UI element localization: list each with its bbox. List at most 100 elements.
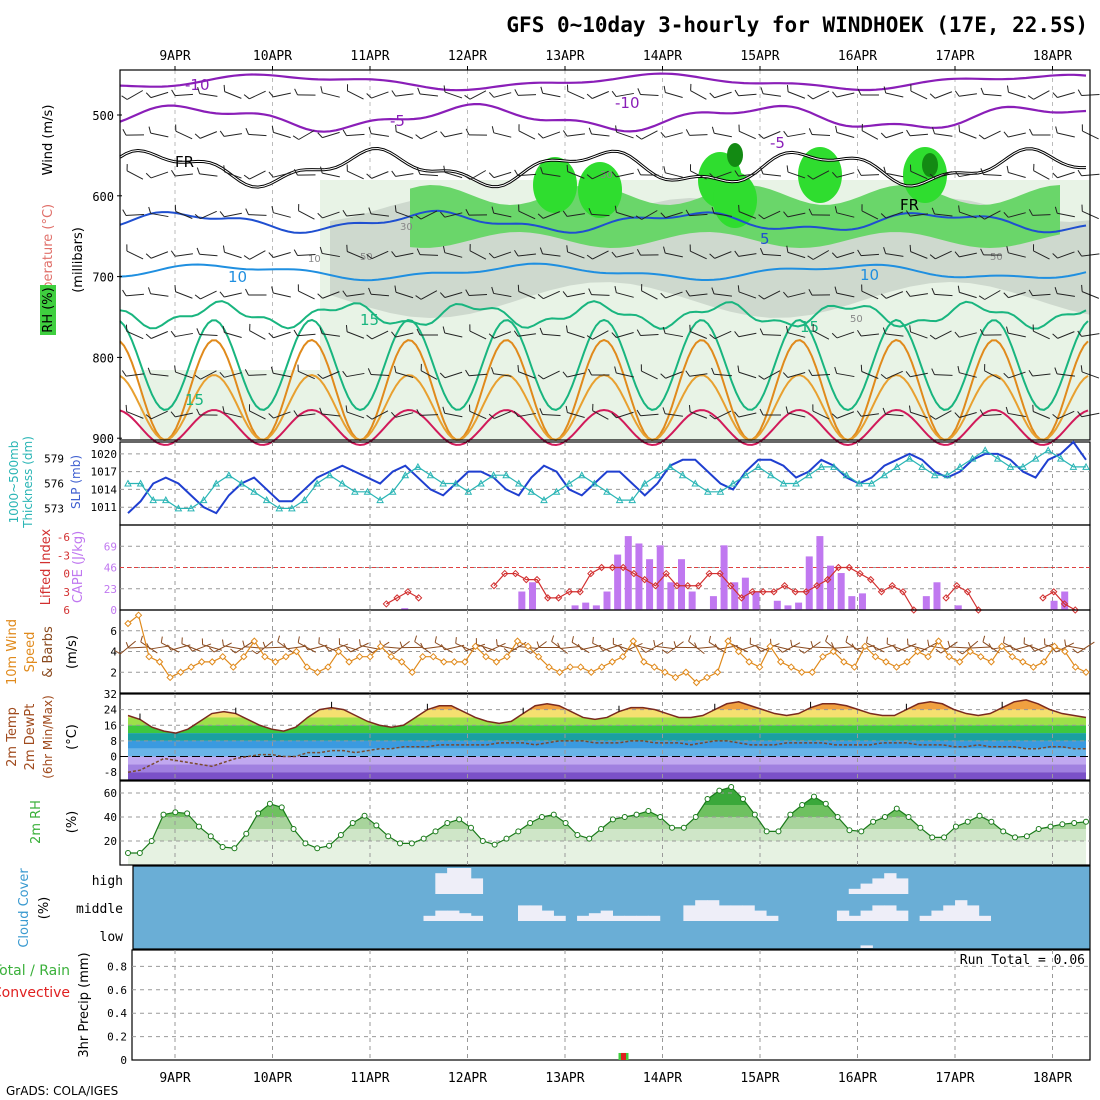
wind-barb — [513, 410, 536, 418]
wind-barb-staff — [518, 371, 536, 379]
wind-barb-flag — [760, 167, 764, 175]
wind-barb — [440, 131, 463, 138]
wind-barb-flag — [905, 290, 911, 297]
wind-barb — [175, 124, 193, 140]
wind-barb-staff — [273, 292, 291, 298]
wind10-barb — [1009, 644, 1033, 651]
wind-barb-staff — [494, 411, 511, 419]
temp-bands — [128, 699, 1086, 780]
wind10-barb-flag — [318, 637, 320, 644]
wind-barb — [954, 170, 977, 178]
wind-barb-flag — [614, 366, 617, 374]
wind-barb-flag — [464, 94, 471, 100]
wind10-barb-staff — [423, 645, 444, 650]
wind10-barb-flag — [866, 636, 868, 644]
wind-barb-flag — [861, 284, 863, 292]
wind-barb — [931, 368, 953, 376]
wind-barb — [196, 167, 218, 177]
lifted-tick: 0 — [63, 568, 70, 581]
wind-barb-staff — [518, 130, 536, 140]
wind-barb — [416, 248, 439, 256]
wind-barb-staff — [763, 131, 781, 139]
temp-ylabel-1: 2m Temp — [5, 707, 20, 767]
wind-barb-staff — [811, 374, 831, 376]
rh2m-marker — [515, 828, 522, 835]
wind-barb-flag — [758, 133, 765, 139]
wind-barb — [690, 83, 707, 100]
wind-barb-flag — [808, 369, 813, 376]
rh2m-marker — [633, 811, 640, 818]
wind-barb-flag — [145, 253, 152, 259]
wind-barb-flag — [783, 130, 789, 137]
wind-barb-staff — [371, 133, 389, 137]
wind-barb — [831, 411, 855, 419]
rh2m-marker — [444, 820, 451, 826]
date-label-bottom: 14APR — [643, 1071, 682, 1086]
wind-barb — [395, 124, 414, 139]
thickness-marker — [124, 479, 132, 487]
lifted-marker — [1039, 594, 1047, 602]
wind-barb-flag — [223, 165, 226, 172]
wind-barb-flag — [831, 413, 838, 419]
wind-barb — [514, 250, 537, 257]
wind10-marker — [345, 658, 353, 666]
wind10-barb-staff — [265, 646, 286, 649]
wind-barb — [268, 252, 291, 258]
wind-barb-flag — [219, 291, 225, 298]
wind-barb-flag — [689, 244, 691, 252]
wind-barb — [245, 208, 267, 216]
wind-barb-staff — [714, 293, 732, 297]
wind-barb — [1054, 367, 1075, 377]
date-label-top: 15APR — [740, 49, 779, 64]
wind-barb — [636, 329, 659, 336]
wind-barb-flag — [635, 134, 642, 140]
wind-barb-flag — [440, 131, 446, 138]
precip-bar-convective — [621, 1052, 626, 1060]
wind-barb-flag — [170, 411, 176, 418]
wind-barb — [737, 285, 757, 299]
wind-barb — [861, 204, 879, 220]
cloud-block-high — [872, 878, 885, 894]
wind-barb-flag — [759, 328, 764, 335]
thickness-marker — [1069, 462, 1078, 470]
wind-barb-flag — [243, 94, 250, 100]
wind-barb-flag — [689, 164, 692, 171]
wind-barb-flag — [1006, 165, 1009, 173]
wind-barb-staff — [861, 371, 879, 379]
wind-barb-staff — [567, 133, 585, 137]
wind-barb-staff — [517, 94, 537, 96]
wind-barb — [711, 207, 732, 217]
thickness-marker — [653, 471, 662, 479]
wind-barb — [688, 405, 708, 419]
cape-bar — [922, 596, 930, 610]
wind-barb-staff — [175, 291, 193, 299]
wind-barb — [586, 250, 609, 260]
wind10-barb-flag — [1023, 637, 1025, 644]
wind10-barb-staff — [697, 646, 718, 649]
wind10-marker — [871, 652, 880, 661]
wind-barb — [537, 131, 561, 139]
thickness-marker — [741, 471, 750, 479]
wind-barb-staff — [395, 412, 414, 418]
wind-barb-flag — [415, 134, 422, 140]
wind-barb-staff — [199, 253, 218, 257]
wind-barb-staff — [224, 412, 242, 418]
wind10-barb — [688, 635, 705, 655]
cape-bar — [858, 593, 866, 610]
rh2m-marker — [893, 805, 900, 812]
wind-barb — [834, 366, 855, 378]
wind-barb — [439, 292, 463, 298]
wind10-barb-staff — [1034, 643, 1054, 652]
wind10-barb-flag — [125, 641, 130, 649]
rh2m-marker — [219, 844, 226, 850]
wind-barb-staff — [224, 171, 242, 179]
thickness-marker — [666, 462, 674, 470]
wind10-barb — [399, 641, 423, 649]
contour-label: 50 — [360, 252, 373, 263]
wind-barb-flag — [366, 254, 373, 260]
wind-barb-flag — [615, 125, 617, 133]
wind-barb — [738, 204, 757, 219]
wind-barb-flag — [1028, 370, 1033, 377]
wind-barb-flag — [562, 130, 568, 137]
